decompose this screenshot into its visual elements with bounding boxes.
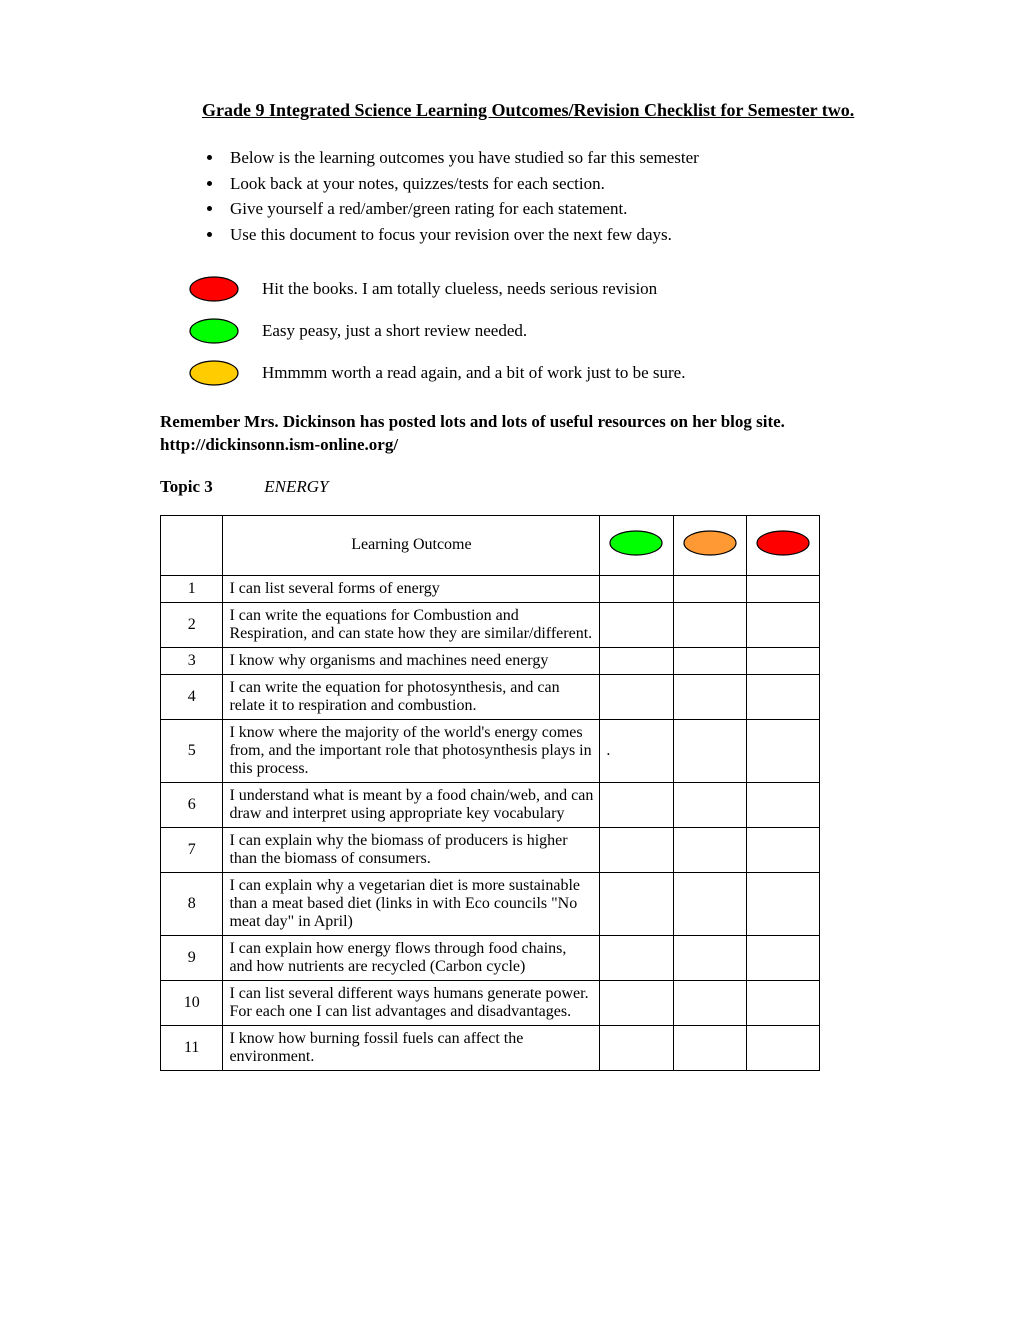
header-green [600, 515, 673, 575]
row-outcome: I can explain why the biomass of produce… [223, 827, 600, 872]
row-number: 1 [161, 575, 223, 602]
legend-row-amber: Hmmmm worth a read again, and a bit of w… [188, 359, 880, 387]
rag-cell[interactable] [673, 647, 746, 674]
rag-cell[interactable] [673, 719, 746, 782]
legend: Hit the books. I am totally clueless, ne… [188, 275, 880, 387]
rag-cell[interactable] [673, 1025, 746, 1070]
page-title: Grade 9 Integrated Science Learning Outc… [160, 100, 880, 121]
green-oval-icon [606, 528, 666, 558]
row-outcome: I know where the majority of the world's… [223, 719, 600, 782]
table-row: 11I know how burning fossil fuels can af… [161, 1025, 820, 1070]
row-number: 5 [161, 719, 223, 782]
bullet-item: Below is the learning outcomes you have … [224, 145, 880, 171]
rag-cell[interactable] [673, 602, 746, 647]
rag-cell[interactable] [673, 827, 746, 872]
rag-cell[interactable] [746, 602, 819, 647]
remember-note: Remember Mrs. Dickinson has posted lots … [160, 411, 880, 457]
rag-cell[interactable] [673, 575, 746, 602]
table-row: 2I can write the equations for Combustio… [161, 602, 820, 647]
row-outcome: I can explain why a vegetarian diet is m… [223, 872, 600, 935]
table-row: 1I can list several forms of energy [161, 575, 820, 602]
row-outcome: I know why organisms and machines need e… [223, 647, 600, 674]
header-orange [673, 515, 746, 575]
legend-text: Hit the books. I am totally clueless, ne… [262, 279, 657, 299]
legend-row-red: Hit the books. I am totally clueless, ne… [188, 275, 880, 303]
topic-label: Topic 3 [160, 477, 260, 497]
rag-cell[interactable] [600, 674, 673, 719]
rag-cell[interactable] [673, 980, 746, 1025]
rag-cell[interactable] [746, 980, 819, 1025]
rag-cell[interactable] [600, 575, 673, 602]
rag-cell[interactable] [600, 647, 673, 674]
amber-oval-icon [188, 359, 240, 387]
bullet-item: Give yourself a red/amber/green rating f… [224, 196, 880, 222]
row-number: 7 [161, 827, 223, 872]
orange-oval-icon [680, 528, 740, 558]
rag-cell[interactable] [600, 1025, 673, 1070]
table-row: 10I can list several different ways huma… [161, 980, 820, 1025]
rag-cell[interactable] [673, 782, 746, 827]
header-blank [161, 515, 223, 575]
rag-cell[interactable] [600, 602, 673, 647]
bullet-item: Look back at your notes, quizzes/tests f… [224, 171, 880, 197]
table-row: 5I know where the majority of the world'… [161, 719, 820, 782]
row-number: 11 [161, 1025, 223, 1070]
rag-cell[interactable] [600, 872, 673, 935]
rag-cell[interactable] [600, 827, 673, 872]
table-row: 9I can explain how energy flows through … [161, 935, 820, 980]
remember-url: http://dickinsonn.ism-online.org/ [160, 435, 398, 454]
rag-cell[interactable] [746, 719, 819, 782]
row-number: 2 [161, 602, 223, 647]
row-outcome: I can list several forms of energy [223, 575, 600, 602]
rag-cell[interactable] [746, 575, 819, 602]
row-number: 6 [161, 782, 223, 827]
rag-cell[interactable] [746, 647, 819, 674]
row-number: 10 [161, 980, 223, 1025]
rag-cell[interactable] [746, 827, 819, 872]
table-row: 7I can explain why the biomass of produc… [161, 827, 820, 872]
legend-text: Easy peasy, just a short review needed. [262, 321, 527, 341]
row-outcome: I can write the equations for Combustion… [223, 602, 600, 647]
legend-text: Hmmmm worth a read again, and a bit of w… [262, 363, 685, 383]
rag-cell[interactable]: . [600, 719, 673, 782]
rag-cell[interactable] [600, 935, 673, 980]
table-row: 8I can explain why a vegetarian diet is … [161, 872, 820, 935]
rag-cell[interactable] [673, 935, 746, 980]
rag-cell[interactable] [673, 674, 746, 719]
table-row: 4I can write the equation for photosynth… [161, 674, 820, 719]
row-outcome: I can list several different ways humans… [223, 980, 600, 1025]
legend-row-green: Easy peasy, just a short review needed. [188, 317, 880, 345]
rag-cell[interactable] [673, 872, 746, 935]
header-red [746, 515, 819, 575]
intro-bullets: Below is the learning outcomes you have … [160, 145, 880, 247]
header-outcome: Learning Outcome [223, 515, 600, 575]
table-row: 3I know why organisms and machines need … [161, 647, 820, 674]
rag-cell[interactable] [746, 935, 819, 980]
row-number: 9 [161, 935, 223, 980]
table-header-row: Learning Outcome [161, 515, 820, 575]
rag-cell[interactable] [746, 674, 819, 719]
row-number: 4 [161, 674, 223, 719]
row-outcome: I can explain how energy flows through f… [223, 935, 600, 980]
rag-cell[interactable] [746, 1025, 819, 1070]
remember-line: Remember Mrs. Dickinson has posted lots … [160, 412, 785, 431]
bullet-item: Use this document to focus your revision… [224, 222, 880, 248]
topic-name: ENERGY [264, 477, 328, 496]
outcomes-table: Learning Outcome 1I can list several for… [160, 515, 820, 1071]
rag-cell[interactable] [600, 782, 673, 827]
rag-cell[interactable] [746, 872, 819, 935]
row-number: 8 [161, 872, 223, 935]
red-oval-icon [188, 275, 240, 303]
row-outcome: I understand what is meant by a food cha… [223, 782, 600, 827]
rag-cell[interactable] [600, 980, 673, 1025]
rag-cell[interactable] [746, 782, 819, 827]
row-outcome: I know how burning fossil fuels can affe… [223, 1025, 600, 1070]
table-body: 1I can list several forms of energy2I ca… [161, 575, 820, 1070]
row-number: 3 [161, 647, 223, 674]
topic-heading: Topic 3 ENERGY [160, 477, 880, 497]
row-outcome: I can write the equation for photosynthe… [223, 674, 600, 719]
table-row: 6I understand what is meant by a food ch… [161, 782, 820, 827]
green-oval-icon [188, 317, 240, 345]
red-oval-icon [753, 528, 813, 558]
